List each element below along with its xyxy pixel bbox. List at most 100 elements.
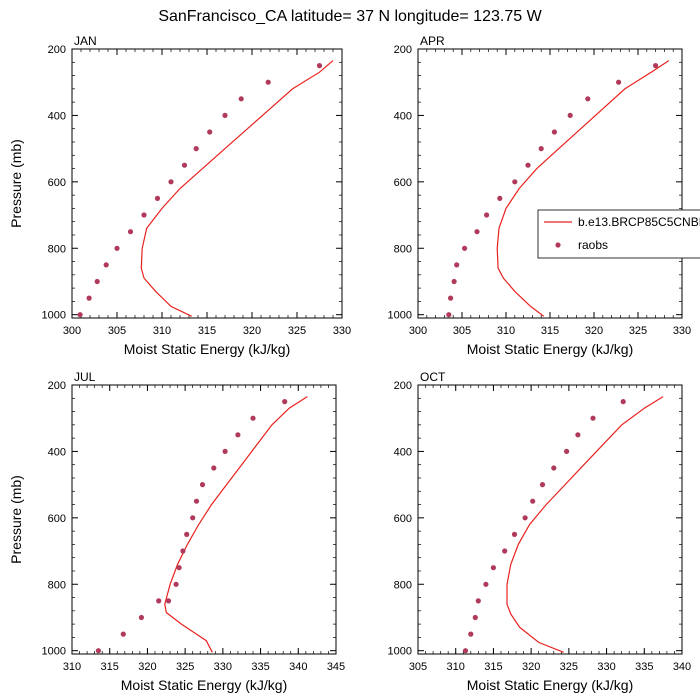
apr-xtick-label: 320: [585, 325, 603, 337]
apr-ytick-label: 400: [394, 110, 412, 122]
jan-obs-point: [168, 179, 174, 185]
jul-xtick-label: 345: [327, 661, 345, 673]
jul-obs-point: [282, 399, 288, 405]
jan-obs-point: [127, 229, 134, 235]
oct-obs-point: [522, 515, 528, 521]
jul-obs-point: [156, 598, 162, 604]
oct-xtick-label: 335: [635, 661, 653, 673]
jan-obs-point: [141, 212, 147, 218]
jan-obs-point: [103, 262, 109, 268]
oct-xtick-label: 310: [447, 661, 465, 673]
jul-obs-point: [184, 531, 190, 538]
apr-ytick-label: 600: [394, 177, 412, 189]
apr-xtick-label: 300: [409, 325, 427, 337]
jan-obs-point: [193, 146, 199, 152]
jan-obs-point: [77, 312, 83, 318]
apr-ytick-label: 800: [394, 243, 412, 255]
panel-jul: JUL 310 315 320 325 330 335 340 345 200 400 600 800 1…: [8, 370, 345, 693]
jan-obs-point: [154, 195, 161, 201]
oct-panel-label: OCT: [420, 370, 446, 384]
jul-panel-label: JUL: [74, 370, 96, 384]
jul-ytick-label: 800: [48, 579, 66, 591]
jul-obs-point: [235, 432, 241, 438]
jan-obs-point: [316, 63, 323, 69]
oct-model-line: [506, 396, 664, 653]
oct-xtick-label: 325: [560, 661, 578, 673]
jul-obs-point: [176, 565, 182, 571]
jan-ytick-label: 1000: [42, 310, 66, 322]
jul-obs-point: [138, 614, 144, 621]
jul-y-axis-label: Pressure (mb): [8, 475, 24, 564]
oct-obs-point: [472, 614, 478, 621]
apr-obs-point: [538, 146, 544, 152]
apr-obs-point: [484, 212, 490, 218]
jan-xtick-label: 305: [108, 325, 126, 337]
jul-xtick-label: 325: [176, 661, 194, 673]
apr-obs-point: [451, 278, 457, 285]
apr-ytick-label: 1000: [388, 310, 412, 322]
jul-obs-point: [222, 448, 228, 454]
oct-xtick-label: 330: [597, 661, 615, 673]
apr-xtick-label: 330: [673, 325, 691, 337]
jan-ytick-label: 600: [48, 177, 66, 189]
oct-obs-point: [483, 581, 489, 587]
oct-xtick-label: 320: [522, 661, 540, 673]
jan-obs-point: [222, 112, 228, 118]
jan-x-axis-label: Moist Static Energy (kJ/kg): [124, 341, 291, 357]
jul-xtick-label: 330: [214, 661, 232, 673]
panel-oct: OCT 305 310 315 320 325 330 335 340 200 400 600 800 1…: [388, 370, 692, 693]
jan-xtick-label: 315: [198, 325, 216, 337]
jan-obs-point: [265, 79, 271, 85]
legend: b.e13.BRCP85C5CNBDRD.f09_g16.001 raobs: [537, 209, 700, 259]
jul-plot-frame: [71, 384, 337, 655]
jul-model-line: [164, 396, 308, 653]
oct-plot-frame: [417, 384, 683, 655]
panel-apr: APR 300 305 310 315 320 325 330 200 400 600 800 1000…: [388, 34, 692, 357]
jul-ytick-label: 200: [48, 380, 66, 392]
jul-xtick-label: 320: [138, 661, 156, 673]
jul-obs-point: [211, 465, 217, 471]
apr-obs-point: [448, 295, 454, 301]
legend-model-label: b.e13.BRCP85C5CNBDRD.f09_g16.001: [578, 215, 700, 229]
jan-model-line: [140, 60, 334, 317]
jul-xtick-label: 315: [101, 661, 119, 673]
jul-obs-point: [173, 581, 179, 587]
oct-xtick-label: 340: [673, 661, 691, 673]
jan-obs-point: [238, 96, 244, 102]
apr-obs-point: [653, 63, 659, 69]
oct-obs-point: [462, 648, 469, 654]
jul-ytick-label: 600: [48, 513, 66, 525]
apr-obs-point: [551, 129, 558, 135]
jan-obs-point: [114, 245, 120, 251]
jul-obs-point: [250, 415, 256, 421]
oct-obs-point: [475, 598, 481, 604]
jan-obs-point: [94, 278, 100, 285]
oct-obs-point: [551, 465, 557, 471]
jul-obs-point: [180, 548, 186, 554]
jul-xtick-label: 335: [251, 661, 269, 673]
apr-obs-point: [497, 195, 503, 201]
jul-x-axis-label: Moist Static Energy (kJ/kg): [121, 677, 288, 693]
jan-y-axis-label: Pressure (mb): [8, 139, 24, 228]
apr-obs-point: [446, 312, 452, 318]
jul-obs-point: [120, 631, 126, 637]
oct-ytick-label: 600: [394, 513, 412, 525]
legend-box: [537, 209, 700, 259]
jan-xtick-label: 330: [333, 325, 351, 337]
jan-ytick-label: 400: [48, 110, 66, 122]
legend-obs-swatch: [555, 242, 561, 248]
apr-obs-point: [462, 245, 468, 251]
jan-obs-point: [86, 295, 92, 301]
apr-obs-point: [474, 229, 480, 235]
jul-ytick-label: 400: [48, 446, 66, 458]
panels: JAN 300 305 310 315 320 325 330 200 400 600 800 1000…: [8, 34, 691, 693]
jul-obs-point: [165, 598, 172, 604]
oct-obs-point: [575, 432, 581, 438]
apr-obs-point: [567, 112, 573, 118]
apr-obs-point: [454, 262, 460, 268]
oct-obs-point: [539, 482, 546, 488]
jan-xtick-label: 300: [63, 325, 81, 337]
apr-obs-point: [512, 179, 518, 185]
